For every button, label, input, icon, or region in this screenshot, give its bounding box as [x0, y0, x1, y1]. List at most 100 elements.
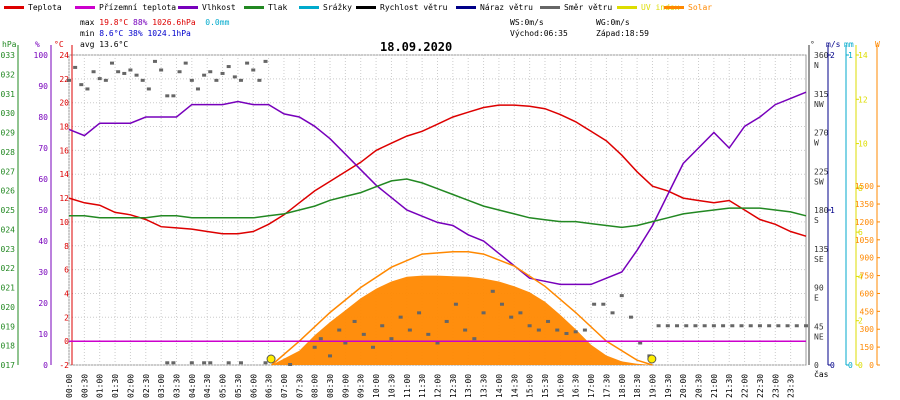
y-tick-temp: 14: [59, 170, 69, 179]
x-tick-label: 22:30: [756, 374, 765, 398]
wind-dir-point: [481, 311, 486, 315]
wind-dir-point: [748, 324, 753, 328]
wind-dir-point: [214, 78, 219, 82]
legend-swatch: [178, 6, 198, 9]
x-tick-label: 07:30: [295, 374, 304, 398]
wind-dir-point: [91, 70, 96, 74]
series-solar: [271, 275, 653, 365]
wind-dir-point: [189, 361, 194, 365]
wind-dir-point: [85, 87, 90, 91]
y-tick-hpa: 1024: [0, 225, 15, 234]
y-tick-temp: 6: [64, 266, 69, 275]
x-tick-label: 05:00: [219, 374, 228, 398]
legend-label: Rychlost větru: [380, 3, 448, 12]
y-tick-dir: 360: [814, 51, 829, 60]
y-tick-temp: -2: [59, 361, 69, 370]
stat-sunset: Západ:18:59: [596, 29, 649, 38]
y-tick-temp: 0: [64, 337, 69, 346]
legend-item-3: Tlak: [244, 2, 287, 14]
wind-dir-point: [444, 319, 449, 323]
y-tick-pct: 50: [38, 206, 48, 215]
x-tick-label: 15:00: [526, 374, 535, 398]
axis-label-hpa: hPa: [2, 40, 17, 49]
x-tick-label: 16:00: [556, 374, 565, 398]
wind-dir-point: [463, 328, 468, 332]
wind-dir-point: [146, 87, 151, 91]
y-tick-temp: 18: [59, 123, 69, 132]
y-tick-w: 1350: [855, 200, 874, 209]
y-tick-mm: 0: [848, 361, 853, 370]
x-tick-label: 02:30: [142, 374, 151, 398]
wind-dir-point: [328, 354, 333, 358]
legend-label: Náraz větru: [480, 3, 533, 12]
y-tick-pct: 30: [38, 268, 48, 277]
wind-dir-point: [171, 361, 176, 365]
x-tick-label: 07:00: [280, 374, 289, 398]
x-tick-label: 23:00: [771, 374, 780, 398]
series-solar-max: [271, 250, 653, 366]
legend-swatch: [4, 6, 24, 9]
legend-item-0: Teplota: [4, 2, 62, 14]
wind-dir-point: [767, 324, 772, 328]
x-tick-label: 20:30: [695, 374, 704, 398]
legend-swatch: [456, 6, 476, 9]
wind-dir-point: [684, 324, 689, 328]
y-tick-w: 1200: [855, 218, 874, 227]
y-tick-hpa: 1029: [0, 129, 15, 138]
y-tick-temp: 22: [59, 75, 69, 84]
legend-swatch: [664, 6, 684, 9]
stat-ws: WS:0m/s: [510, 18, 544, 27]
wind-dir-point: [426, 332, 431, 336]
x-tick-label: 03:00: [157, 374, 166, 398]
wind-dir-point: [619, 294, 624, 298]
x-tick-label: 11:00: [403, 374, 412, 398]
x-tick-label: 04:30: [203, 374, 212, 398]
x-tick-label: 02:00: [126, 374, 135, 398]
y-tick-w: 0: [869, 361, 874, 370]
y-tick-dir-name: SE: [814, 255, 824, 264]
y-tick-pct: 60: [38, 175, 48, 184]
legend-swatch: [75, 6, 95, 9]
wind-dir-point: [165, 361, 170, 365]
stats-min-row: min 8.6°C 38% 1024.1hPa: [80, 29, 191, 38]
y-tick-hpa: 1028: [0, 148, 15, 157]
x-tick-label: 20:00: [679, 374, 688, 398]
legend-item-8: UV index: [617, 2, 680, 14]
wind-dir-point: [226, 65, 231, 69]
wind-dir-point: [140, 78, 145, 82]
x-tick-label: 21:00: [710, 374, 719, 398]
x-tick-label: 17:00: [587, 374, 596, 398]
x-tick-label: 14:00: [495, 374, 504, 398]
x-tick-label: 00:00: [65, 374, 74, 398]
y-tick-pct: 40: [38, 237, 48, 246]
legend-label: UV index: [641, 3, 680, 12]
wind-dir-point: [128, 68, 133, 72]
sunset-marker: [647, 354, 657, 364]
wind-dir-point: [499, 302, 504, 306]
legend-swatch: [244, 6, 264, 9]
y-tick-temp: 4: [64, 289, 69, 298]
min-label: min: [80, 29, 95, 38]
x-tick-label: 13:00: [464, 374, 473, 398]
wind-dir-point: [208, 361, 213, 365]
wind-dir-point: [730, 324, 735, 328]
wind-dir-point: [546, 319, 551, 323]
y-tick-w: 1050: [855, 236, 874, 245]
x-tick-label: 23:30: [787, 374, 796, 398]
y-tick-pct: 70: [38, 144, 48, 153]
x-tick-label: 17:30: [602, 374, 611, 398]
wind-dir-point: [518, 311, 523, 315]
y-tick-temp: 24: [59, 51, 69, 60]
y-tick-uv: 2: [858, 317, 863, 326]
y-tick-uv: 6: [858, 228, 863, 237]
wind-dir-point: [389, 337, 394, 341]
x-tick-label: 06:00: [249, 374, 258, 398]
stats-avg-row: avg 13.6°C: [80, 40, 128, 49]
wind-dir-point: [109, 61, 114, 65]
y-tick-temp: 20: [59, 99, 69, 108]
wind-dir-point: [263, 361, 268, 365]
wind-dir-point: [638, 341, 643, 345]
